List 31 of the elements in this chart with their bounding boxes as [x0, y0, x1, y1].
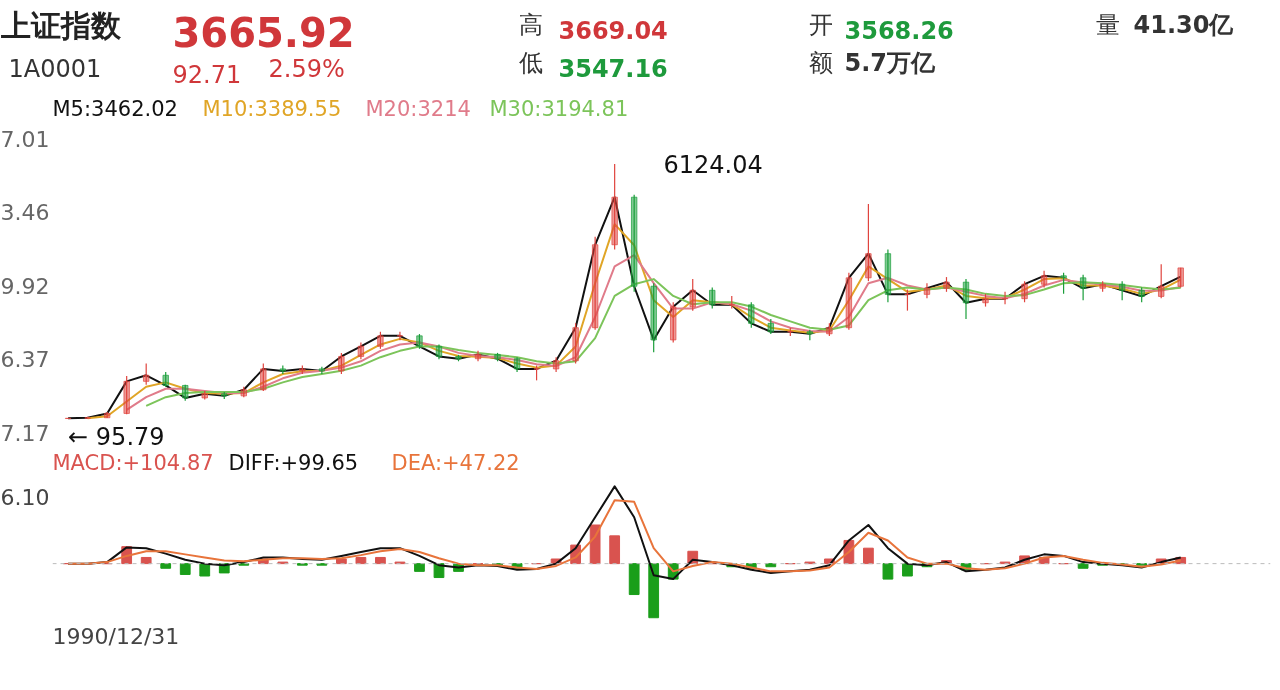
text: 9.92 [0, 273, 50, 299]
text: 低 [518, 48, 543, 77]
chart-title: 上证指数 [0, 7, 122, 43]
text: 7.01 [0, 126, 50, 152]
text: ← 95.79 [68, 422, 165, 451]
text: 6.37 [0, 347, 50, 372]
text: M30:3194.81 [489, 96, 629, 121]
text: M10:3389.55 [202, 96, 342, 121]
text: M5:3462.02 [52, 96, 178, 121]
text: 3669.04 [558, 16, 668, 45]
text: 2.59% [268, 54, 345, 83]
text: 6.10 [0, 484, 50, 510]
text: DIFF:+99.65 [228, 450, 359, 475]
text: 7.17 [0, 420, 50, 446]
text: 3665.92 [172, 9, 355, 56]
text: 开 [808, 10, 833, 39]
text: 高 [518, 10, 543, 39]
text: 1A0001 [8, 54, 102, 83]
text: 3568.26 [844, 16, 954, 45]
text: 1990/12/31 [52, 623, 180, 649]
annotation: 6124.04 [663, 151, 763, 180]
text: 3.46 [0, 200, 50, 225]
text: M20:3214 [365, 96, 471, 121]
text: 额 [808, 48, 833, 77]
text: 3547.16 [558, 54, 668, 83]
text: MACD:+104.87 [52, 450, 214, 475]
text: 92.71 [172, 60, 242, 89]
text: 41.30亿 [1133, 10, 1235, 39]
text: 5.7万亿 [844, 48, 937, 77]
text: 量 [1095, 10, 1120, 39]
text: DEA:+47.22 [391, 450, 520, 475]
